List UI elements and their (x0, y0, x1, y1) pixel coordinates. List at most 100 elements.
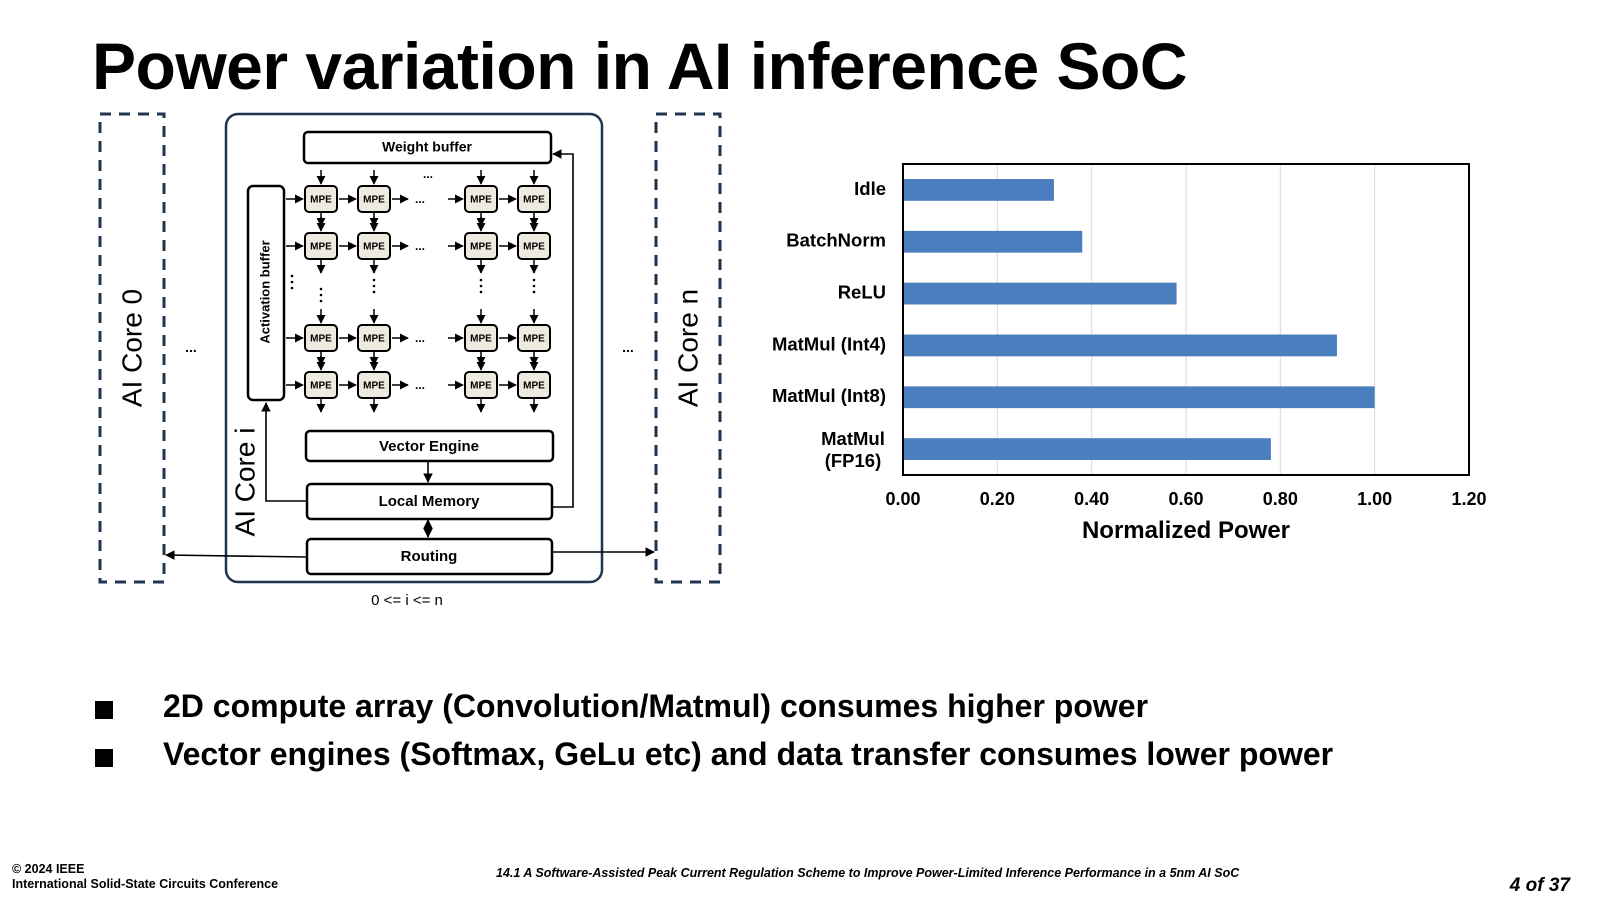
x-tick-label: 1.20 (1451, 489, 1486, 509)
mpe-cell (464, 324, 498, 352)
weight-buffer-label: Weight buffer (382, 139, 473, 155)
chart-bars (903, 179, 1375, 460)
mpe-cell (357, 185, 391, 213)
plot-frame (902, 163, 1470, 476)
weight-buffer-ellipsis: ... (423, 167, 433, 181)
vertical-ellipsis-dot (319, 287, 323, 291)
x-tick-label: 0.20 (980, 489, 1015, 509)
bar (903, 334, 1337, 357)
mpe-label: MPE (310, 242, 332, 253)
bar (903, 230, 1083, 253)
mpe-cell (517, 371, 551, 399)
category-label: BatchNorm (786, 230, 886, 251)
slide-title: Power variation in AI inference SoC (92, 29, 1188, 103)
mpe-array: MPE MPE MPE MPE... MPE MPE MPE MPE... MPE MPE MPE M… (286, 170, 551, 413)
bullet-text: Vector engines (Softmax, GeLu etc) and d… (163, 736, 1334, 772)
mpe-cell (517, 185, 551, 213)
category-label: MatMul (Int8) (772, 385, 886, 406)
mpe-label: MPE (363, 195, 385, 206)
diagram-connectors (165, 149, 655, 560)
vertical-ellipsis-dot (479, 290, 483, 294)
routing-label: Routing (401, 548, 458, 565)
vertical-ellipsis-dot (372, 290, 376, 294)
mpe-label: MPE (363, 242, 385, 253)
vertical-ellipsis-dot (372, 284, 376, 288)
vertical-ellipsis-dot (290, 274, 294, 278)
bar (903, 386, 1375, 409)
core-ellipsis-right: ... (622, 339, 634, 355)
mpe-row-ellipsis: ... (415, 239, 425, 253)
mpe-row-ellipsis: ... (415, 331, 425, 345)
mpe-cell (517, 232, 551, 260)
activation-buffer-label: Activation buffer (257, 240, 272, 343)
mpe-cell (304, 371, 338, 399)
mpe-cell (304, 185, 338, 213)
ai-core-i-box (224, 112, 604, 584)
mpe-cell (464, 371, 498, 399)
mpe-cell (464, 232, 498, 260)
x-tick-label: 1.00 (1357, 489, 1392, 509)
bar (903, 282, 1177, 305)
category-label: Idle (854, 178, 886, 199)
local-memory-label: Local Memory (379, 493, 481, 510)
bullet-text: 2D compute array (Convolution/Matmul) co… (163, 688, 1149, 724)
x-axis-label: Normalized Power (1082, 517, 1290, 544)
bullet-square-icon (95, 749, 113, 767)
category-label: ReLU (838, 281, 886, 302)
vertical-ellipsis-dot (319, 299, 323, 303)
footer-paper-title: 14.1 A Software-Assisted Peak Current Re… (496, 866, 1240, 880)
mpe-cell (357, 324, 391, 352)
mpe-cell (357, 232, 391, 260)
mpe-label: MPE (470, 242, 492, 253)
index-range-label: 0 <= i <= n (371, 592, 443, 609)
vertical-ellipsis-dot (372, 278, 376, 282)
footer-page-number: 4 of 37 (1509, 875, 1570, 896)
chart-category-labels: Idle BatchNorm ReLU MatMul (Int4) MatMul (In… (772, 178, 886, 471)
vertical-ellipsis-dot (479, 278, 483, 282)
chart-grid (902, 164, 1470, 475)
mpe-label: MPE (523, 242, 545, 253)
vector-engine-block (304, 429, 555, 463)
bar (903, 179, 1054, 201)
x-tick-label: 0.80 (1263, 489, 1298, 509)
mpe-cell (517, 324, 551, 352)
mpe-row-ellipsis: ... (415, 192, 425, 206)
vertical-ellipsis-dot (532, 284, 536, 288)
vertical-ellipsis-dot (479, 284, 483, 288)
category-label: MatMul (FP16) (821, 428, 885, 471)
mpe-label: MPE (523, 334, 545, 345)
mpe-cell (304, 324, 338, 352)
mpe-label: MPE (363, 334, 385, 345)
vertical-ellipsis-dot (532, 278, 536, 282)
category-label: MatMul (Int4) (772, 333, 886, 354)
mpe-label: MPE (363, 381, 385, 392)
mpe-label: MPE (523, 195, 545, 206)
ai-core-i-label: AI Core i (229, 428, 260, 537)
mpe-label: MPE (523, 381, 545, 392)
mpe-label: MPE (470, 334, 492, 345)
activation-buffer-block (246, 184, 286, 402)
mpe-label: MPE (470, 381, 492, 392)
mpe-cell (357, 371, 391, 399)
chart-tick-labels: 0.00 0.20 0.40 0.60 0.80 1.00 1.20 (885, 489, 1486, 509)
mpe-cell (304, 232, 338, 260)
vertical-ellipsis-dot (290, 280, 294, 284)
vertical-ellipsis-dot (290, 286, 294, 290)
core-ellipsis-left: ... (185, 339, 197, 355)
mpe-label: MPE (470, 195, 492, 206)
footer-conference: International Solid-State Circuits Confe… (12, 877, 279, 891)
weight-buffer-block (302, 130, 553, 165)
x-tick-label: 0.40 (1074, 489, 1109, 509)
mpe-cell (464, 185, 498, 213)
x-tick-label: 0.60 (1168, 489, 1203, 509)
ai-core-diagram: AI Core 0 AI Core n ... ... AI Core i We… (98, 112, 722, 609)
mpe-label: MPE (310, 195, 332, 206)
ai-core-n-label: AI Core n (672, 289, 703, 407)
vertical-ellipsis-dot (532, 290, 536, 294)
ai-core-0-label: AI Core 0 (116, 289, 147, 407)
vector-engine-label: Vector Engine (379, 438, 479, 455)
footer-left: © 2024 IEEE International Solid-State Ci… (12, 862, 278, 892)
mpe-label: MPE (310, 381, 332, 392)
vertical-ellipsis-dot (319, 293, 323, 297)
